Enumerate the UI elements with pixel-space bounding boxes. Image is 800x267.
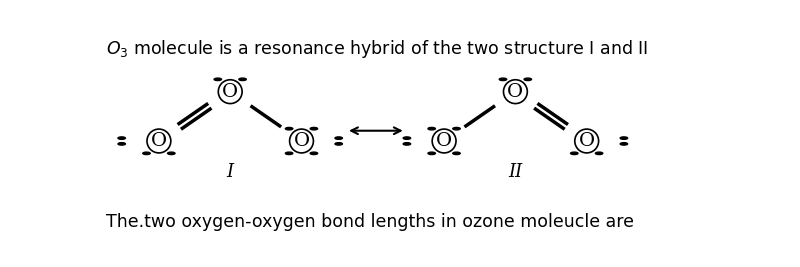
Circle shape xyxy=(286,152,293,155)
Circle shape xyxy=(595,152,603,155)
Text: O: O xyxy=(578,132,594,150)
Circle shape xyxy=(118,137,126,139)
Circle shape xyxy=(620,143,628,145)
Circle shape xyxy=(310,127,318,130)
Text: II: II xyxy=(508,163,522,181)
Text: I: I xyxy=(226,163,234,181)
Text: $\mathit{O}_3$ molecule is a resonance hybrid of the two structure I and II: $\mathit{O}_3$ molecule is a resonance h… xyxy=(106,38,648,60)
Circle shape xyxy=(570,152,578,155)
Circle shape xyxy=(310,152,318,155)
Circle shape xyxy=(335,137,342,139)
Circle shape xyxy=(167,152,175,155)
Text: O: O xyxy=(151,132,167,150)
Circle shape xyxy=(118,143,126,145)
Circle shape xyxy=(403,143,410,145)
Text: O: O xyxy=(294,132,310,150)
Circle shape xyxy=(428,127,435,130)
Text: O: O xyxy=(507,83,523,101)
Text: O: O xyxy=(222,83,238,101)
Text: The.two oxygen-oxygen bond lengths in ozone moleucle are: The.two oxygen-oxygen bond lengths in oz… xyxy=(106,213,634,231)
Circle shape xyxy=(335,143,342,145)
Circle shape xyxy=(214,78,222,81)
Text: O: O xyxy=(436,132,452,150)
Circle shape xyxy=(620,137,628,139)
Circle shape xyxy=(286,127,293,130)
Circle shape xyxy=(403,137,410,139)
Circle shape xyxy=(499,78,506,81)
Circle shape xyxy=(524,78,531,81)
Circle shape xyxy=(428,152,435,155)
Circle shape xyxy=(142,152,150,155)
Circle shape xyxy=(453,127,460,130)
Circle shape xyxy=(453,152,460,155)
Circle shape xyxy=(239,78,246,81)
